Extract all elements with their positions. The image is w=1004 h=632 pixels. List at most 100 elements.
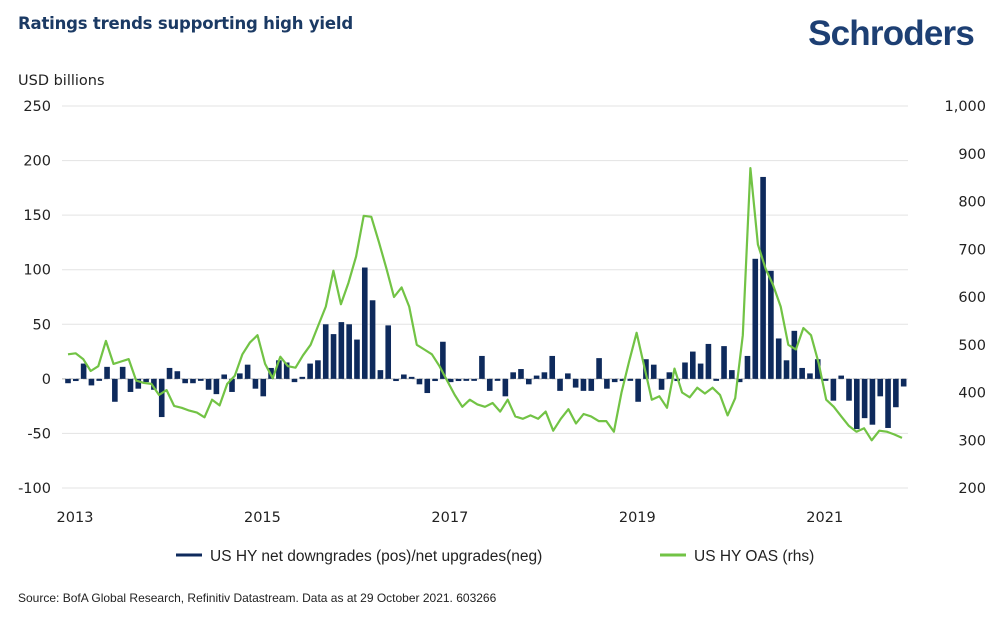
left-axis-ticks: 250 200 150 100 50 0 -50 -100 <box>18 99 51 497</box>
bar <box>486 378 493 391</box>
bar <box>572 378 579 388</box>
chart-title: Ratings trends supporting high yield <box>18 14 353 33</box>
bar <box>854 378 860 430</box>
x-axis-tick-label: 2013 <box>57 510 94 526</box>
bar <box>557 378 563 391</box>
bar <box>721 346 727 379</box>
bar <box>174 371 181 379</box>
bar <box>463 378 470 381</box>
bar <box>283 362 290 379</box>
bar <box>455 378 462 382</box>
bar <box>416 378 423 385</box>
bar <box>729 370 735 379</box>
bar <box>588 378 595 391</box>
bar <box>237 373 243 379</box>
bar <box>385 325 392 379</box>
y-axis-unit-label: USD billions <box>18 73 105 89</box>
schroders-logo: Schroders <box>808 14 975 53</box>
bar <box>330 334 337 379</box>
source-note: Source: BofA Global Research, Refinitiv … <box>18 591 497 605</box>
bar <box>494 378 501 381</box>
bar <box>846 378 852 401</box>
right-axis-tick-label: 700 <box>958 242 986 258</box>
bar <box>627 378 634 381</box>
bar <box>565 373 571 379</box>
bar <box>619 378 626 382</box>
left-axis-tick-label: -100 <box>18 481 51 497</box>
bar <box>221 374 227 379</box>
bar <box>900 378 907 387</box>
bar <box>151 378 157 390</box>
bar <box>166 367 173 379</box>
bar <box>830 378 837 401</box>
right-axis-ticks: 1,000 900 800 700 600 500 400 300 200 <box>944 99 986 497</box>
right-axis-tick-label: 200 <box>958 481 986 497</box>
bar <box>658 378 665 390</box>
right-axis-tick-label: 1,000 <box>944 99 986 115</box>
bar <box>361 267 368 379</box>
bar <box>377 370 384 379</box>
right-axis-tick-label: 400 <box>958 386 986 402</box>
bar <box>525 378 532 385</box>
bar <box>533 375 540 379</box>
bar <box>690 351 696 379</box>
x-axis-tick-label: 2015 <box>244 510 281 526</box>
bar <box>799 367 805 379</box>
bar <box>119 366 126 379</box>
bar <box>549 355 556 379</box>
bar <box>112 378 118 402</box>
bar <box>635 378 641 402</box>
right-axis-tick-label: 900 <box>958 147 986 163</box>
bar <box>260 378 267 397</box>
bar <box>104 366 110 379</box>
bar <box>744 355 751 379</box>
bar <box>73 378 79 382</box>
left-axis-tick-label: 250 <box>23 99 51 115</box>
bar <box>705 343 712 379</box>
bar <box>291 378 298 383</box>
bar <box>440 341 446 379</box>
bar <box>752 258 759 379</box>
bar <box>596 358 602 379</box>
bar <box>80 363 87 379</box>
bar <box>807 373 813 379</box>
left-axis-tick-label: 200 <box>23 154 51 170</box>
bar <box>775 338 782 379</box>
bar <box>604 378 610 389</box>
right-axis-tick-label: 300 <box>958 433 986 449</box>
bar <box>315 360 321 379</box>
bar <box>822 378 829 381</box>
bar <box>229 378 235 392</box>
bar <box>401 374 407 379</box>
bar <box>580 378 587 391</box>
bar <box>885 378 891 428</box>
bar <box>143 378 149 383</box>
bar <box>276 360 282 379</box>
legend: US HY net downgrades (pos)/net upgrades(… <box>176 548 814 565</box>
bar <box>650 364 657 379</box>
line-series <box>67 167 903 442</box>
bar <box>471 378 477 381</box>
left-axis-tick-label: 100 <box>23 263 51 279</box>
x-axis-tick-label: 2019 <box>619 510 656 526</box>
bar <box>541 372 548 379</box>
bar <box>354 339 360 379</box>
bar <box>135 378 142 389</box>
left-axis-tick-label: 50 <box>33 317 51 333</box>
bar <box>861 378 868 419</box>
bar <box>307 363 313 379</box>
bar <box>158 378 165 418</box>
bar <box>736 378 743 383</box>
bar <box>205 378 212 390</box>
bar <box>182 378 188 384</box>
bar <box>338 322 345 379</box>
bar <box>96 378 103 381</box>
left-axis-tick-label: -50 <box>27 426 51 442</box>
bar <box>393 378 399 382</box>
bar <box>346 324 352 379</box>
bar <box>479 355 485 379</box>
bar <box>502 378 509 397</box>
left-axis-tick-label: 150 <box>23 208 51 224</box>
right-axis-tick-label: 800 <box>958 195 986 211</box>
x-axis-tick-label: 2017 <box>431 510 468 526</box>
